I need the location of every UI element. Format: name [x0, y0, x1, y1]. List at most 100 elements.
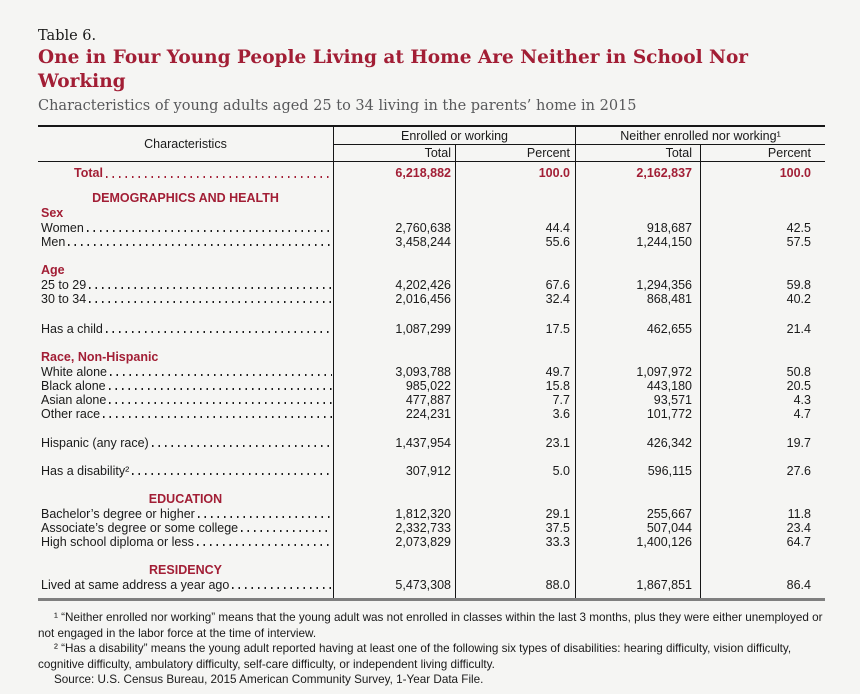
row-label-cell: EDUCATION: [38, 491, 333, 507]
row-label-cell: Sex: [38, 206, 333, 221]
enrolled-total-cell: [333, 190, 455, 206]
enrolled-total-cell: [333, 491, 455, 507]
row-label: Age: [41, 263, 65, 277]
neither-percent-cell: [700, 184, 825, 190]
neither-percent-cell: 4.7: [700, 407, 825, 421]
enrolled-total-cell: 2,016,456: [333, 292, 455, 306]
row-label-cell: [38, 249, 333, 263]
data-row: Asian alone 477,887 7.7 93,571 4.3: [38, 393, 825, 407]
column-group-enrolled-or-working: Enrolled or working: [333, 127, 575, 145]
data-row: Other race 224,231 3.6 101,772 4.7: [38, 407, 825, 421]
row-label-cell: [38, 592, 333, 598]
row-label: Men: [41, 235, 66, 249]
dot-leader: [232, 587, 332, 589]
row-label-cell: 25 to 29: [38, 278, 333, 292]
enrolled-percent-cell: [455, 549, 575, 562]
neither-total-cell: 101,772: [575, 407, 700, 421]
subsection-header-row: Race, Non-Hispanic: [38, 350, 825, 365]
neither-total-cell: 443,180: [575, 379, 700, 393]
neither-percent-cell: [700, 336, 825, 350]
section-header-row: RESIDENCY: [38, 562, 825, 578]
table-header: Characteristics Enrolled or working Neit…: [38, 127, 825, 162]
neither-percent-cell: 64.7: [700, 535, 825, 549]
dot-leader: [241, 530, 332, 532]
enrolled-percent-cell: 17.5: [455, 322, 575, 336]
enrolled-total-cell: [333, 263, 455, 278]
table-body: Total 6,218,882 100.0 2,162,837 100.0 DEMOGRA…: [38, 162, 825, 598]
data-row: Men 3,458,244 55.6 1,244,150 57.5: [38, 235, 825, 249]
enrolled-total-cell: 307,912: [333, 464, 455, 478]
row-label-cell: White alone: [38, 365, 333, 379]
spacer-row: [38, 421, 825, 436]
dot-leader: [86, 230, 332, 232]
enrolled-total-cell: [333, 336, 455, 350]
neither-percent-cell: [700, 478, 825, 491]
subsection-header-row: Sex: [38, 206, 825, 221]
enrolled-percent-cell: 29.1: [455, 507, 575, 521]
row-label-cell: Hispanic (any race): [38, 436, 333, 450]
neither-total-cell: 1,867,851: [575, 578, 700, 592]
dot-leader: [151, 445, 332, 447]
row-label-cell: [38, 421, 333, 436]
spacer-row: [38, 306, 825, 322]
neither-percent-cell: [700, 249, 825, 263]
neither-total-cell: 1,244,150: [575, 235, 700, 249]
enrolled-total-cell: [333, 421, 455, 436]
neither-percent-cell: 59.8: [700, 278, 825, 292]
enrolled-percent-cell: 32.4: [455, 292, 575, 306]
row-label-cell: Black alone: [38, 379, 333, 393]
spacer-row: [38, 450, 825, 464]
row-label-cell: 30 to 34: [38, 292, 333, 306]
neither-total-cell: 462,655: [575, 322, 700, 336]
row-label: Asian alone: [41, 393, 107, 407]
enrolled-total-cell: [333, 450, 455, 464]
enrolled-percent-cell: [455, 421, 575, 436]
neither-total-cell: 255,667: [575, 507, 700, 521]
row-label-cell: Women: [38, 221, 333, 235]
enrolled-total-cell: 6,218,882: [333, 162, 455, 184]
row-label: Sex: [41, 206, 64, 220]
row-label: EDUCATION: [148, 492, 223, 506]
enrolled-percent-cell: 67.6: [455, 278, 575, 292]
row-label-cell: Total: [38, 162, 333, 184]
row-label-cell: Asian alone: [38, 393, 333, 407]
row-label: Associate’s degree or some college: [41, 521, 239, 535]
row-label-cell: Race, Non-Hispanic: [38, 350, 333, 365]
spacer-row: [38, 249, 825, 263]
row-label-cell: Associate’s degree or some college: [38, 521, 333, 535]
enrolled-percent-cell: [455, 190, 575, 206]
neither-total-cell: 507,044: [575, 521, 700, 535]
enrolled-percent-cell: [455, 206, 575, 221]
dot-leader: [105, 331, 332, 333]
section-header-row: DEMOGRAPHICS AND HEALTH: [38, 190, 825, 206]
enrolled-total-cell: 2,332,733: [333, 521, 455, 535]
column-header-neither-total: Total: [575, 145, 700, 161]
row-label: High school diploma or less: [41, 535, 194, 549]
neither-total-cell: 1,097,972: [575, 365, 700, 379]
enrolled-total-cell: 5,473,308: [333, 578, 455, 592]
neither-percent-cell: 100.0: [700, 162, 825, 184]
enrolled-total-cell: 1,812,320: [333, 507, 455, 521]
total-row: Total 6,218,882 100.0 2,162,837 100.0: [38, 162, 825, 184]
neither-total-cell: 918,687: [575, 221, 700, 235]
dot-leader: [196, 544, 332, 546]
enrolled-total-cell: [333, 206, 455, 221]
enrolled-total-cell: [333, 350, 455, 365]
row-label-cell: RESIDENCY: [38, 562, 333, 578]
row-label-cell: [38, 336, 333, 350]
neither-percent-cell: 40.2: [700, 292, 825, 306]
row-label-cell: [38, 306, 333, 322]
neither-total-cell: [575, 478, 700, 491]
enrolled-percent-cell: [455, 306, 575, 322]
enrolled-total-cell: [333, 549, 455, 562]
neither-total-cell: 868,481: [575, 292, 700, 306]
enrolled-percent-cell: [455, 336, 575, 350]
neither-percent-cell: 20.5: [700, 379, 825, 393]
neither-percent-cell: 21.4: [700, 322, 825, 336]
footnotes: ¹ “Neither enrolled nor working” means t…: [38, 610, 825, 688]
title-block: Table 6. One in Four Young People Living…: [38, 28, 825, 116]
data-row: 25 to 29 4,202,426 67.6 1,294,356 59.8: [38, 278, 825, 292]
neither-total-cell: [575, 421, 700, 436]
row-label: Hispanic (any race): [41, 436, 149, 450]
neither-percent-cell: [700, 206, 825, 221]
